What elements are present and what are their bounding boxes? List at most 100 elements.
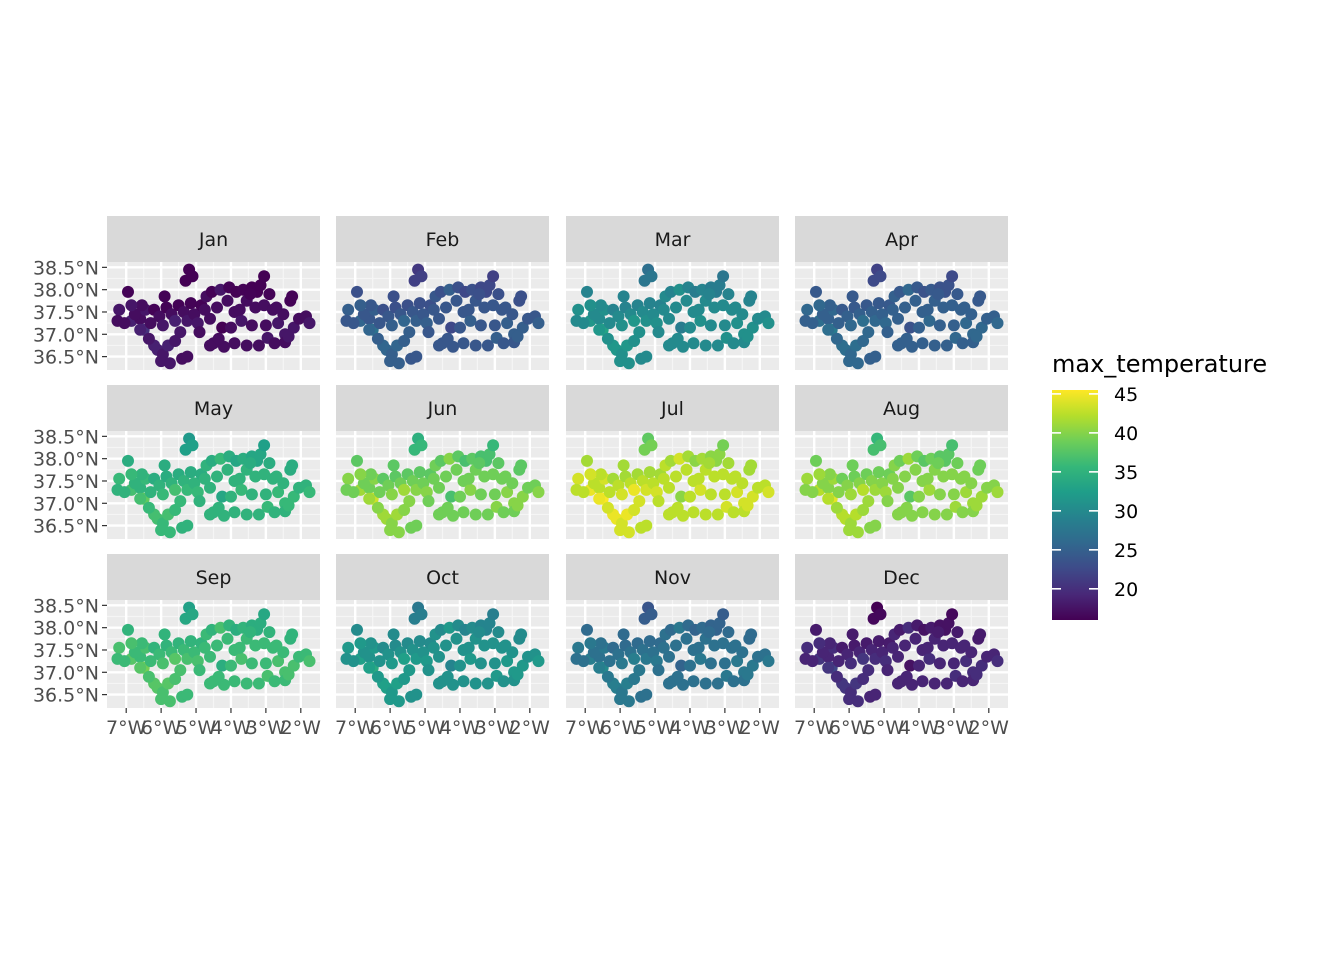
data-point [913, 490, 925, 503]
data-point [174, 495, 187, 508]
data-point [650, 317, 663, 330]
data-point [142, 501, 155, 514]
data-point [703, 457, 716, 470]
data-point [158, 459, 171, 472]
data-point [233, 303, 246, 316]
data-point [746, 659, 759, 672]
data-point [916, 675, 929, 688]
data-point [259, 488, 272, 501]
data-point [492, 288, 505, 301]
data-point [823, 299, 836, 312]
data-point [184, 635, 197, 648]
data-point [445, 321, 458, 334]
strip-jul [566, 385, 779, 431]
data-point [169, 314, 182, 327]
data-point [909, 463, 922, 476]
y-tick-label: 36.5°N [33, 516, 99, 538]
data-point [844, 488, 857, 501]
data-point [440, 470, 452, 483]
data-point [729, 639, 742, 652]
data-point [727, 337, 740, 350]
data-point [904, 490, 917, 503]
data-point [142, 670, 155, 683]
data-point [469, 339, 482, 352]
data-point [899, 639, 911, 652]
y-tick-label: 37.0°N [33, 324, 99, 346]
data-point [584, 468, 597, 481]
data-point [663, 312, 675, 325]
x-tick-label: 5°W [176, 717, 217, 739]
strip-may [107, 385, 320, 431]
strip-label: Aug [883, 398, 920, 420]
data-point [258, 270, 271, 283]
data-point [687, 506, 700, 519]
data-point [857, 652, 870, 665]
data-point [272, 486, 285, 499]
data-point [245, 488, 258, 501]
data-point [991, 655, 1004, 668]
data-point [258, 439, 271, 452]
data-point [879, 486, 892, 499]
data-point [181, 688, 194, 701]
data-point [617, 290, 630, 303]
data-point [499, 301, 512, 314]
data-point [841, 479, 854, 492]
data-point [445, 490, 458, 503]
data-point [287, 321, 300, 334]
data-point [515, 459, 528, 472]
data-point [364, 299, 377, 312]
data-point [663, 481, 675, 494]
data-point [881, 326, 894, 339]
x-tick-label: 7°W [335, 717, 376, 739]
data-point [125, 299, 138, 312]
data-point [851, 695, 864, 708]
data-point [857, 673, 870, 685]
data-point [900, 670, 913, 683]
data-point [731, 486, 744, 499]
data-point [153, 479, 166, 492]
data-point [287, 659, 300, 672]
data-point [974, 628, 987, 641]
data-point [454, 490, 466, 503]
data-point [134, 323, 147, 336]
strip-apr [795, 216, 1008, 262]
data-point [469, 677, 482, 690]
data-point [422, 664, 435, 677]
data-point [450, 632, 463, 645]
data-point [628, 673, 641, 685]
data-point [156, 657, 169, 670]
data-point [287, 490, 300, 503]
data-point [371, 332, 384, 345]
data-point [577, 486, 590, 499]
y-tick-label: 37.0°N [33, 662, 99, 684]
data-point [933, 488, 946, 501]
strip-label: Mar [655, 229, 691, 251]
data-point [501, 486, 514, 499]
data-point [440, 301, 452, 314]
data-point [363, 661, 376, 674]
data-point [899, 301, 911, 314]
data-point [427, 641, 440, 654]
data-point [211, 301, 223, 314]
data-point [259, 657, 272, 670]
data-point [810, 623, 822, 636]
data-point [511, 499, 524, 512]
x-tick-label: 2°W [510, 717, 551, 739]
data-point [221, 463, 234, 476]
data-point [363, 323, 376, 336]
data-point [221, 632, 234, 645]
data-point [433, 481, 445, 494]
strip-jun [336, 385, 549, 431]
data-point [670, 470, 682, 483]
strip-feb [336, 216, 549, 262]
data-point [163, 357, 176, 370]
strip-mar [566, 216, 779, 262]
data-point [612, 648, 625, 661]
data-point [351, 285, 363, 298]
data-point [492, 457, 505, 470]
data-point [928, 339, 941, 352]
data-point [420, 486, 433, 499]
data-point [932, 626, 945, 639]
data-point [473, 626, 486, 639]
data-point [135, 468, 148, 481]
